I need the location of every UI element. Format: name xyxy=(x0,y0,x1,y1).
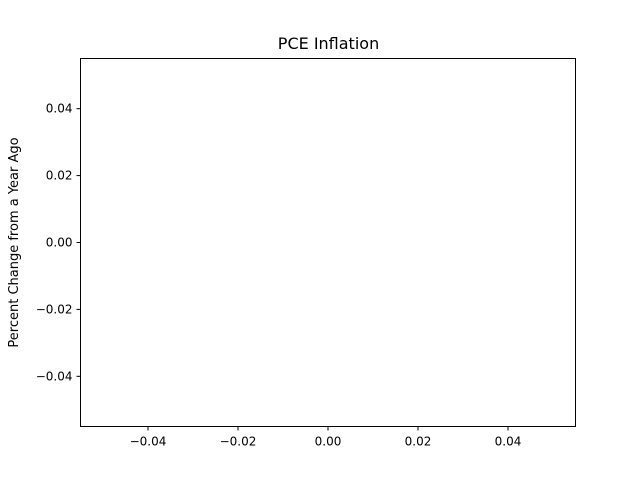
x-tick-label-0-00: 0.00 xyxy=(315,435,342,449)
x-tick-label-0-02: 0.02 xyxy=(405,435,432,449)
y-tick-label-neg0-02: −0.02 xyxy=(36,302,73,316)
plot-area xyxy=(80,58,576,427)
y-axis-label: Percent Change from a Year Ago xyxy=(7,137,22,347)
chart-title: PCE Inflation xyxy=(278,34,379,53)
y-tick-label-0-00: 0.00 xyxy=(46,236,73,250)
y-axis: 0.04 0.02 0.00 −0.02 −0.04 xyxy=(36,102,81,383)
y-tick-label-0-04: 0.04 xyxy=(46,102,73,116)
x-tick-label-neg0-02: −0.02 xyxy=(220,435,257,449)
x-axis: −0.04 −0.02 0.00 0.02 0.04 xyxy=(130,426,522,449)
x-tick-label-0-04: 0.04 xyxy=(495,435,522,449)
x-tick-label-neg0-04: −0.04 xyxy=(130,435,167,449)
y-tick-label-neg0-04: −0.04 xyxy=(36,369,73,383)
y-tick-label-0-02: 0.02 xyxy=(46,169,73,183)
